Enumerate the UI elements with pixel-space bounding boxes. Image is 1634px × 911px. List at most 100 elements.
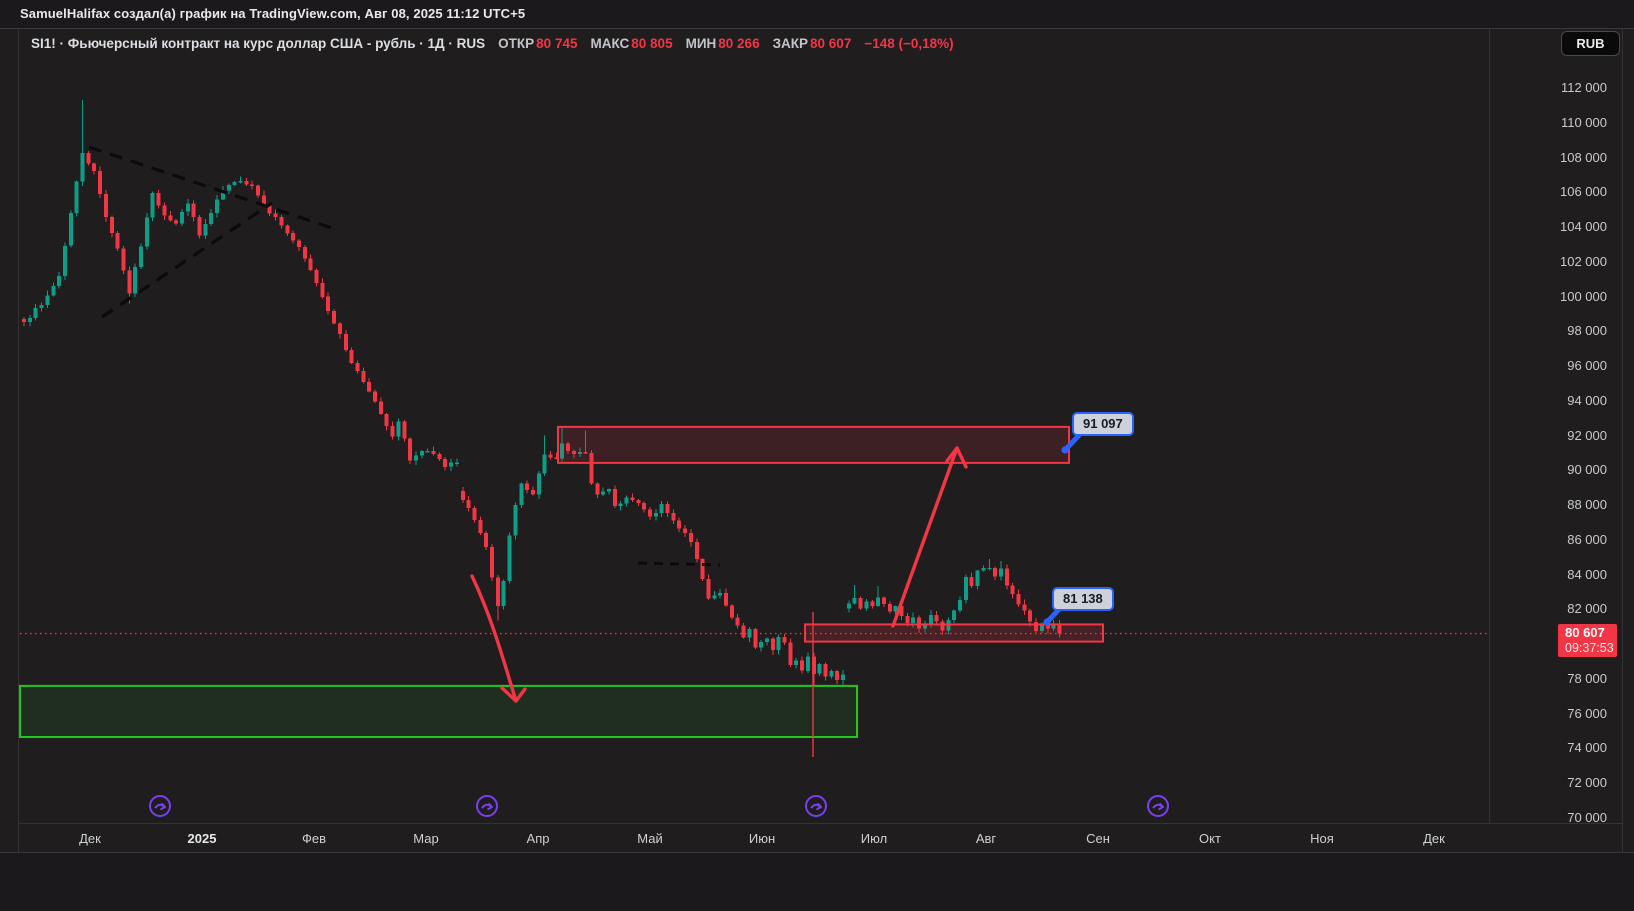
jump-markers-layer (149, 795, 1169, 817)
candle (583, 430, 588, 455)
candle (536, 471, 541, 500)
candle (952, 609, 957, 623)
candle (244, 177, 249, 187)
price-callout-91097[interactable]: 91 097 (1072, 412, 1134, 436)
candle (800, 656, 805, 674)
candle (595, 482, 600, 499)
jump-forward-icon[interactable] (805, 795, 827, 817)
close-label: ЗАКР (772, 36, 809, 51)
candle (1004, 564, 1009, 590)
jump-forward-icon[interactable] (149, 795, 171, 817)
price-tick-label: 70 000 (1567, 810, 1607, 825)
candle (291, 230, 296, 244)
price-tick-label: 72 000 (1567, 775, 1607, 790)
price-tick-label: 82 000 (1567, 601, 1607, 616)
candle (215, 194, 220, 218)
candle (852, 585, 857, 605)
candle (45, 290, 50, 308)
price-tick-label: 90 000 (1567, 462, 1607, 477)
jump-forward-icon[interactable] (1147, 795, 1169, 817)
price-tick-label: 94 000 (1567, 393, 1607, 408)
symbol-title[interactable]: SI1! · Фьючерсный контракт на курс долла… (31, 36, 486, 51)
price-tick-label: 76 000 (1567, 706, 1607, 721)
time-tick-month: Май (637, 831, 663, 846)
candle (402, 420, 407, 442)
candle (805, 652, 810, 673)
candle (630, 493, 635, 502)
candle (466, 496, 471, 512)
price-tick-label: 92 000 (1567, 428, 1607, 443)
candle (554, 452, 559, 460)
candle (624, 495, 629, 507)
currency-toggle-button[interactable]: RUB (1561, 31, 1620, 56)
price-tick-label: 104 000 (1560, 219, 1607, 234)
candle (285, 224, 290, 236)
candle (174, 219, 179, 226)
footer-separator (0, 852, 1634, 853)
candle (513, 502, 518, 540)
level-dash-line[interactable] (637, 561, 721, 567)
candle (735, 614, 740, 629)
candle (963, 574, 968, 604)
time-tick-month: Фев (301, 831, 327, 846)
candle (601, 487, 606, 497)
candle (846, 600, 851, 613)
supply-zone[interactable] (557, 425, 1070, 464)
callout-anchor-dot[interactable] (1043, 618, 1051, 626)
time-tick-month: Сен (1086, 831, 1110, 846)
candle (472, 505, 477, 523)
change-value: −148 (−0,18%) (864, 36, 954, 51)
candle (870, 600, 875, 609)
price-tick-label: 84 000 (1567, 567, 1607, 582)
candle (811, 653, 816, 686)
candle (642, 501, 647, 513)
candles-layer (22, 100, 1062, 686)
candle (408, 437, 413, 464)
candle (864, 598, 869, 612)
time-tick-month: Дек (1423, 831, 1445, 846)
candle (396, 418, 401, 441)
price-tick-label: 98 000 (1567, 323, 1607, 338)
candle (150, 191, 155, 221)
price-tick-label: 100 000 (1560, 289, 1607, 304)
time-tick-month: Июн (748, 831, 776, 846)
up-arrow[interactable] (891, 446, 968, 628)
jump-forward-icon[interactable] (476, 795, 498, 817)
candle (782, 633, 787, 645)
candle (969, 572, 974, 589)
price-callout-81138[interactable]: 81 138 (1052, 587, 1114, 611)
candle (373, 389, 377, 404)
triangle-lower-trendline[interactable] (101, 201, 273, 319)
candle (571, 449, 576, 459)
candle (1028, 608, 1033, 627)
candle (1010, 582, 1015, 599)
candle (753, 628, 758, 649)
legend-open: ОТКР 80 745 (498, 36, 577, 51)
candle (51, 282, 56, 297)
down-arrow[interactable] (470, 574, 527, 703)
candle (449, 458, 454, 471)
candle (273, 209, 278, 221)
candle (987, 559, 992, 571)
candle (741, 623, 746, 639)
candle (337, 322, 342, 339)
candle (981, 565, 986, 572)
range-zone[interactable] (804, 623, 1104, 643)
time-tick-month: Авг (975, 831, 997, 846)
candle (80, 100, 85, 187)
callout-anchor-dot[interactable] (1061, 446, 1069, 454)
time-tick-month: Ноя (1310, 831, 1334, 846)
candle (22, 317, 26, 327)
candle (103, 189, 108, 222)
time-tick-month: Апр (526, 831, 550, 846)
demand-zone[interactable] (19, 684, 858, 739)
candle (314, 268, 319, 287)
candle (1016, 589, 1021, 608)
candle (893, 605, 898, 614)
pane-border-right (1622, 28, 1623, 852)
price-tick-label: 102 000 (1560, 254, 1607, 269)
candle (841, 669, 845, 685)
candle (759, 640, 764, 652)
